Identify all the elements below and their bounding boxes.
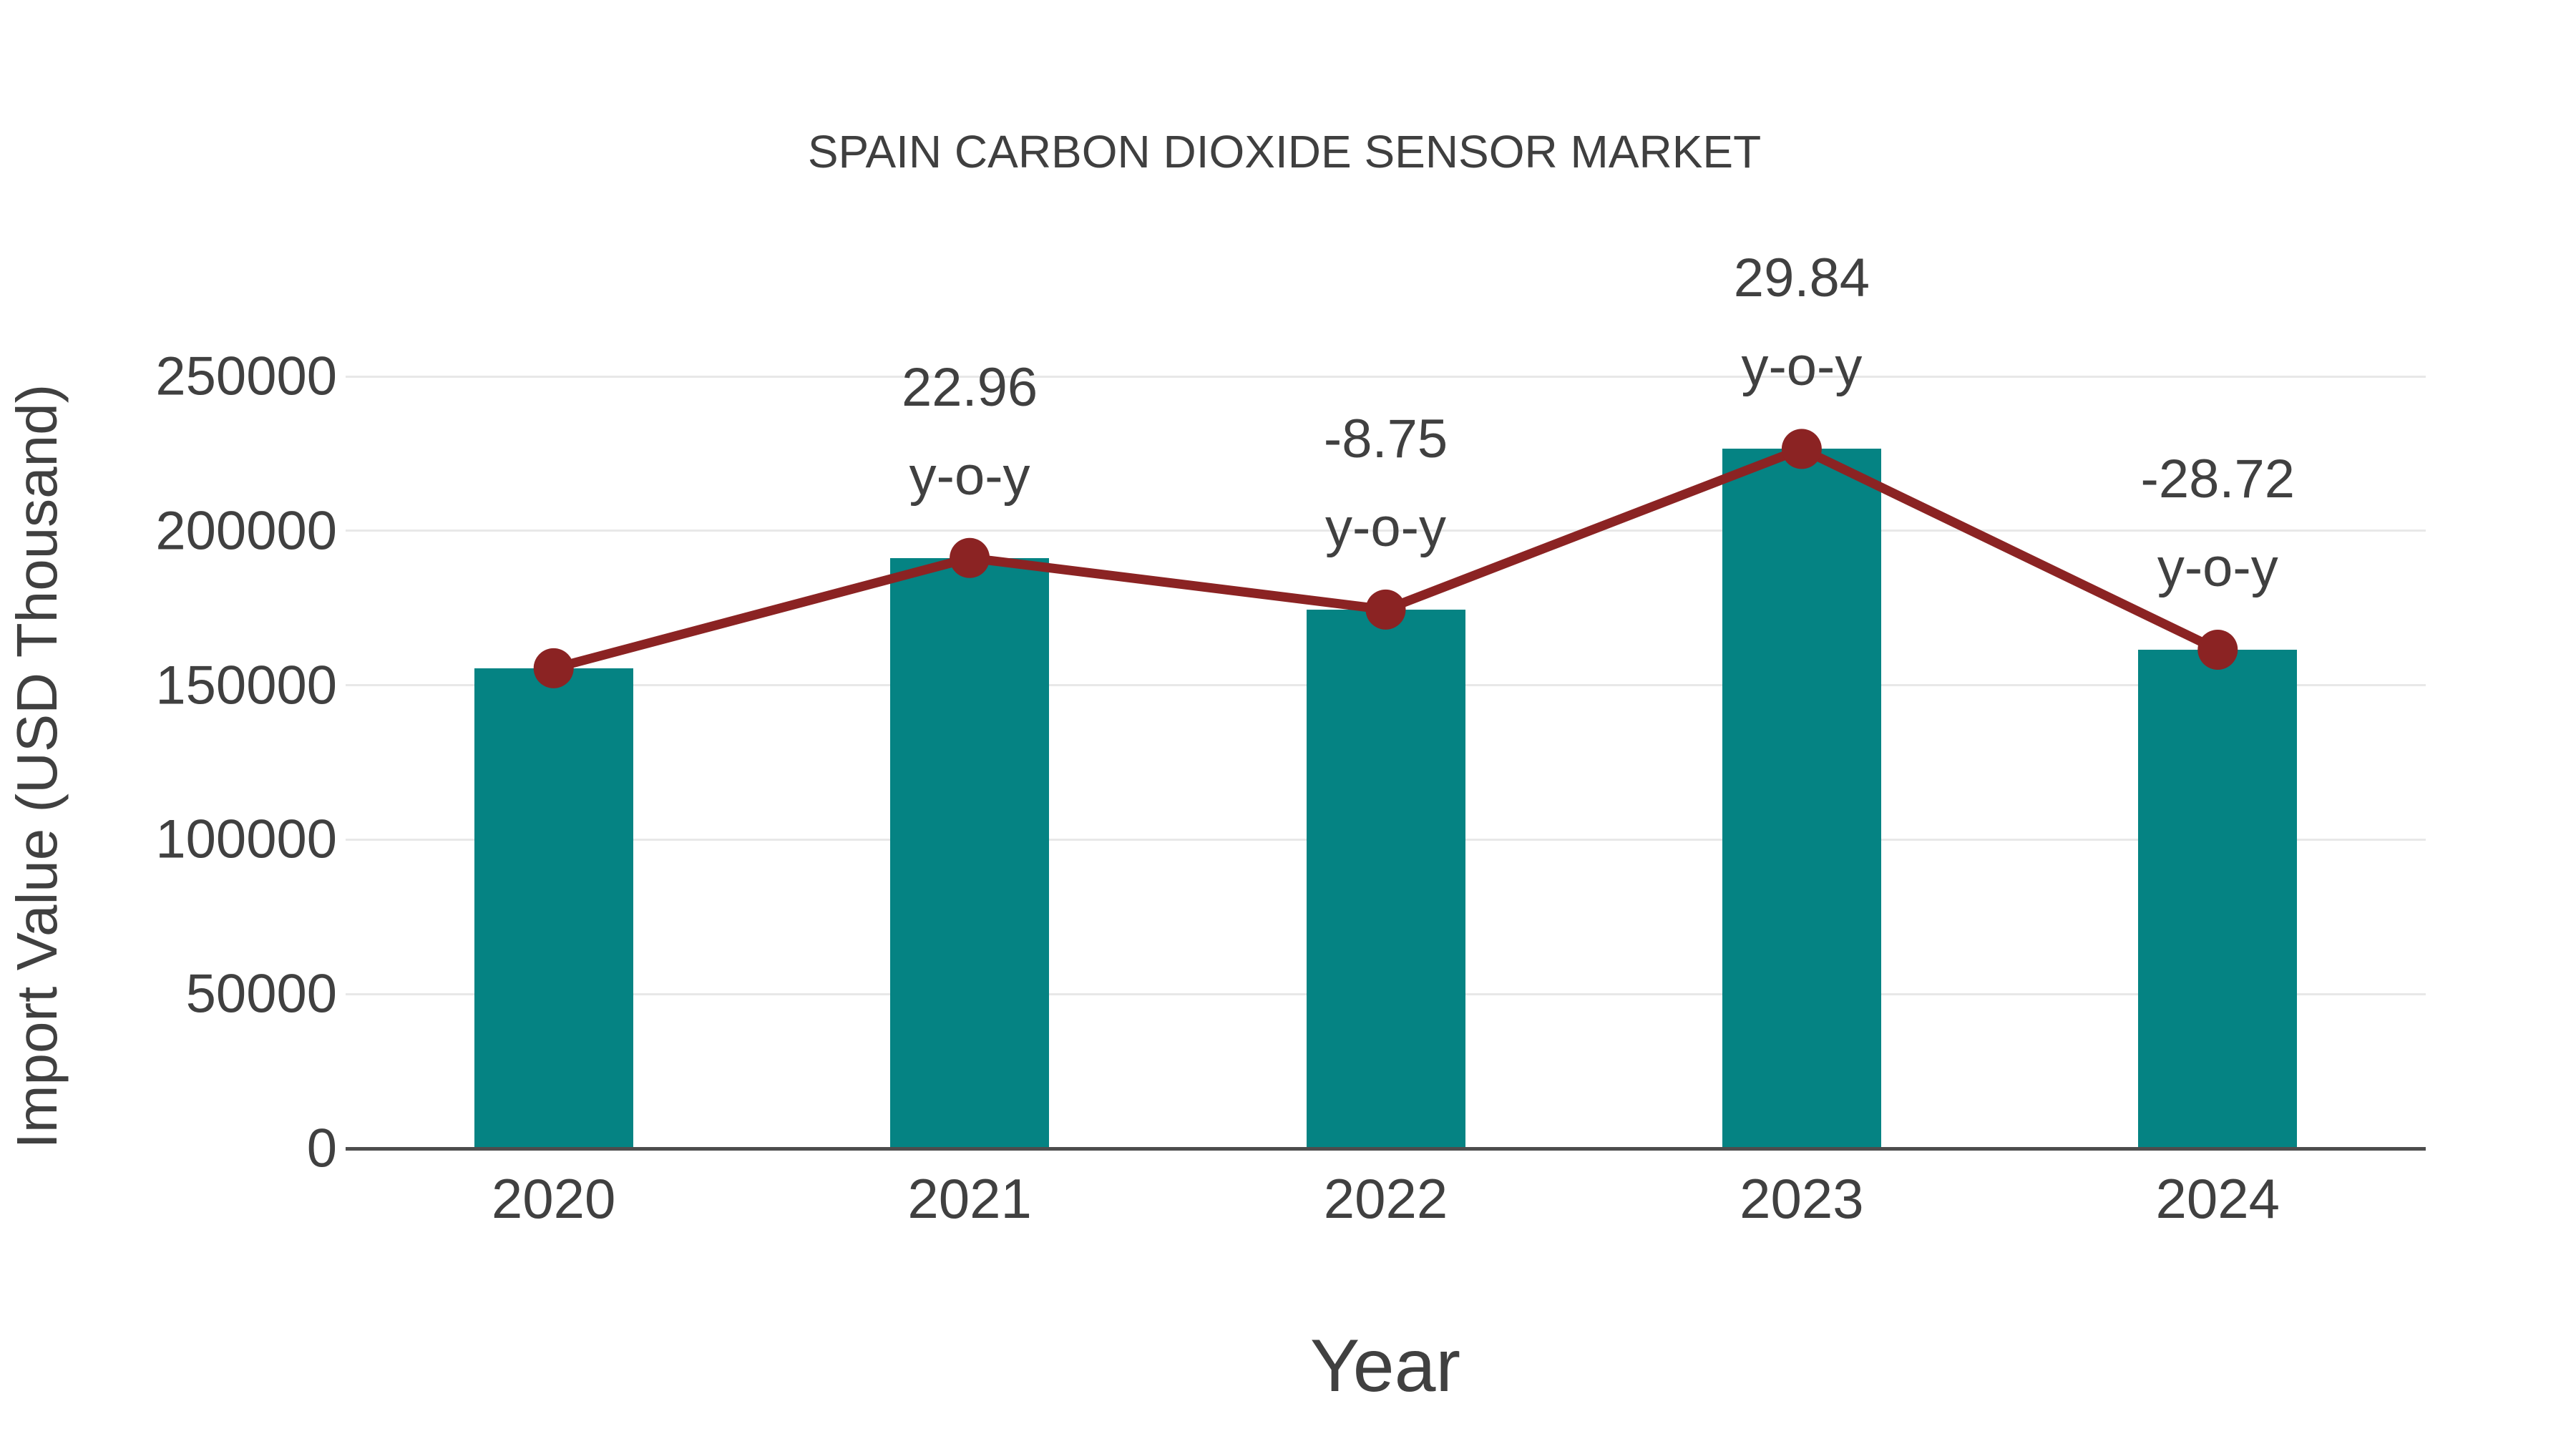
x-axis-title: Year <box>1309 1324 1461 1407</box>
annotation-value: 29.84 <box>1733 248 1870 309</box>
x-axis-line <box>346 1147 2426 1151</box>
x-tick-label-2023: 2023 <box>1740 1167 1864 1230</box>
annotation-2023: 29.84 y-o-y <box>1734 234 1870 411</box>
annotation-value: -28.72 <box>2140 448 2296 509</box>
annotation-suffix: y-o-y <box>1325 497 1446 558</box>
y-tick-label-0: 0 <box>306 1118 337 1179</box>
marker-2022 <box>1365 589 1406 630</box>
annotation-value: 22.96 <box>902 356 1038 418</box>
annotation-suffix: y-o-y <box>1741 336 1863 398</box>
annotation-suffix: y-o-y <box>2157 537 2278 598</box>
y-tick-label-100000: 100000 <box>155 809 337 870</box>
marker-2024 <box>2197 629 2238 670</box>
y-tick-label-150000: 150000 <box>155 655 337 716</box>
y-tick-label-50000: 50000 <box>185 963 337 1025</box>
bar-2022 <box>1306 609 1465 1148</box>
bar-2024 <box>2138 649 2298 1148</box>
gridline-200000 <box>346 530 2426 532</box>
x-tick-label-2024: 2024 <box>2155 1167 2280 1230</box>
bar-2020 <box>474 668 633 1148</box>
marker-2021 <box>950 537 990 578</box>
y-tick-label-200000: 200000 <box>155 500 337 562</box>
x-tick-label-2020: 2020 <box>491 1167 616 1230</box>
y-tick-label-250000: 250000 <box>155 346 337 407</box>
marker-2020 <box>533 648 574 688</box>
bar-2023 <box>1722 449 1881 1148</box>
annotation-suffix: y-o-y <box>909 445 1030 507</box>
marker-2023 <box>1781 429 1822 469</box>
annotation-2022: -8.75 y-o-y <box>1324 395 1448 572</box>
bar-2021 <box>890 557 1050 1148</box>
annotation-2021: 22.96 y-o-y <box>902 343 1038 521</box>
annotation-2024: -28.72 y-o-y <box>2141 435 2296 613</box>
x-tick-label-2021: 2021 <box>907 1167 1032 1230</box>
chart-title: SPAIN CARBON DIOXIDE SENSOR MARKET <box>807 126 1762 177</box>
x-tick-label-2022: 2022 <box>1323 1167 1448 1230</box>
gridline-250000 <box>346 375 2426 378</box>
trend-line <box>552 444 2220 673</box>
annotation-value: -8.75 <box>1323 408 1448 469</box>
